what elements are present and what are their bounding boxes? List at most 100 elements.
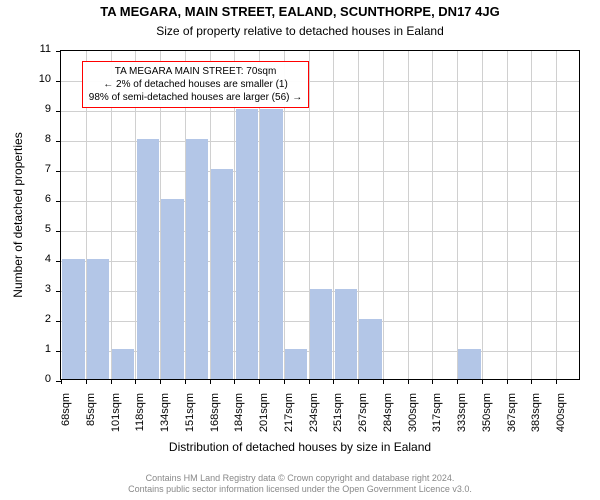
x-tick-mark [309,379,310,384]
x-tick-label: 267sqm [357,393,369,432]
x-tick-mark [408,379,409,384]
histogram-bar [285,349,307,379]
y-tick-label: 11 [40,43,51,55]
grid-line-h [61,111,579,112]
annotation-line: 98% of semi-detached houses are larger (… [89,91,302,104]
y-tick-mark [56,171,61,172]
histogram-bar [112,349,134,379]
x-tick-mark [160,379,161,384]
grid-line-v [383,51,384,379]
x-tick-label: 68sqm [60,393,72,426]
x-tick-mark [432,379,433,384]
x-tick-label: 184sqm [233,393,245,432]
x-tick-mark [210,379,211,384]
x-tick-label: 383sqm [530,393,542,432]
grid-line-v [507,51,508,379]
y-tick-label: 10 [39,73,51,85]
x-tick-label: 118sqm [134,393,146,431]
x-tick-label: 201sqm [258,393,270,432]
grid-line-v [482,51,483,379]
y-tick-label: 9 [45,103,51,115]
x-tick-mark [61,379,62,384]
x-tick-label: 101sqm [110,393,122,432]
x-tick-label: 251sqm [332,393,344,432]
histogram-bar [260,109,282,379]
histogram-bar [87,259,109,379]
histogram-bar [236,109,258,379]
x-tick-label: 300sqm [407,393,419,432]
x-tick-mark [135,379,136,384]
y-tick-label: 4 [45,253,51,265]
x-tick-mark [111,379,112,384]
x-tick-mark [284,379,285,384]
x-tick-mark [185,379,186,384]
grid-line-v [432,51,433,379]
x-tick-mark [333,379,334,384]
y-tick-mark [56,321,61,322]
x-tick-mark [482,379,483,384]
annotation-line: TA MEGARA MAIN STREET: 70sqm [89,65,302,78]
histogram-bar [458,349,480,379]
x-tick-mark [234,379,235,384]
chart-subtitle: Size of property relative to detached ho… [0,24,600,38]
histogram-bar [359,319,381,379]
grid-line-v [408,51,409,379]
y-tick-label: 7 [45,163,51,175]
footer-attribution: Contains HM Land Registry data © Crown c… [0,473,600,496]
x-tick-label: 317sqm [431,393,443,432]
y-tick-label: 6 [45,193,51,205]
x-tick-mark [358,379,359,384]
y-tick-mark [56,261,61,262]
x-tick-mark [556,379,557,384]
x-tick-label: 234sqm [308,393,320,432]
x-tick-label: 400sqm [555,393,567,432]
x-tick-label: 151sqm [184,393,196,432]
annotation-line: ← 2% of detached houses are smaller (1) [89,78,302,91]
y-tick-label: 1 [45,343,51,355]
y-axis-label: Number of detached properties [11,132,25,297]
x-tick-mark [259,379,260,384]
histogram-bar [211,169,233,379]
histogram-bar [335,289,357,379]
y-tick-label: 3 [45,283,51,295]
x-tick-label: 217sqm [283,393,295,432]
histogram-bar [161,199,183,379]
y-tick-mark [56,291,61,292]
grid-line-v [531,51,532,379]
chart-container: TA MEGARA, MAIN STREET, EALAND, SCUNTHOR… [0,0,600,500]
annotation-box: TA MEGARA MAIN STREET: 70sqm← 2% of deta… [82,61,309,108]
x-tick-label: 284sqm [382,393,394,432]
chart-title: TA MEGARA, MAIN STREET, EALAND, SCUNTHOR… [0,4,600,19]
y-tick-mark [56,201,61,202]
y-tick-label: 5 [45,223,51,235]
y-tick-label: 8 [45,133,51,145]
y-tick-mark [56,111,61,112]
y-tick-label: 2 [45,313,51,325]
x-tick-label: 350sqm [481,393,493,432]
x-axis-label: Distribution of detached houses by size … [0,440,600,454]
x-tick-mark [383,379,384,384]
footer-line-2: Contains public sector information licen… [0,484,600,496]
grid-line-v [457,51,458,379]
y-tick-mark [56,351,61,352]
x-tick-label: 333sqm [456,393,468,432]
histogram-bar [137,139,159,379]
x-tick-mark [457,379,458,384]
x-tick-label: 168sqm [209,393,221,432]
x-tick-label: 134sqm [159,393,171,432]
histogram-bar [186,139,208,379]
y-tick-mark [56,81,61,82]
y-tick-mark [56,231,61,232]
grid-line-v [556,51,557,379]
x-tick-mark [531,379,532,384]
x-tick-label: 85sqm [85,393,97,426]
y-tick-mark [56,51,61,52]
plot-area: 0123456789101168sqm85sqm101sqm118sqm134s… [60,50,580,380]
footer-line-1: Contains HM Land Registry data © Crown c… [0,473,600,485]
x-tick-mark [507,379,508,384]
y-tick-label: 0 [45,373,51,385]
y-tick-mark [56,141,61,142]
x-tick-mark [86,379,87,384]
histogram-bar [310,289,332,379]
x-tick-label: 367sqm [506,393,518,432]
